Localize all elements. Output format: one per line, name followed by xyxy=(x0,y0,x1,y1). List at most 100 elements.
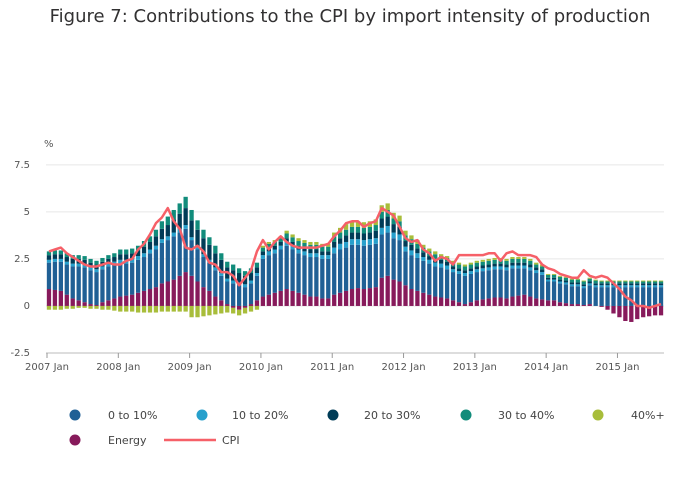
bar-segment xyxy=(456,271,462,274)
bar-segment xyxy=(284,241,289,246)
bar-segment xyxy=(195,249,200,282)
bar-segment xyxy=(260,258,266,297)
bar-segment xyxy=(213,253,218,268)
bar-segment xyxy=(201,305,206,317)
bar-segment xyxy=(254,305,260,310)
bar-segment xyxy=(231,283,236,306)
x-tick-label: 2007 Jan xyxy=(25,362,69,373)
bar-segment xyxy=(641,287,646,306)
bar-segment xyxy=(367,232,372,240)
bar-segment xyxy=(302,251,307,256)
bar-segment xyxy=(486,260,491,265)
bar-segment xyxy=(171,209,176,220)
bar-segment xyxy=(635,305,640,320)
bar-segment xyxy=(480,265,485,269)
bar-segment xyxy=(379,218,384,228)
bar-segment xyxy=(522,262,527,266)
bar-segment xyxy=(504,264,509,268)
bar-segment xyxy=(219,300,224,306)
bar-segment xyxy=(76,263,81,267)
bar-segment xyxy=(124,254,129,260)
bar-segment xyxy=(290,241,295,246)
bar-segment xyxy=(355,244,361,289)
bar-segment xyxy=(385,232,390,276)
bar-segment xyxy=(159,239,165,243)
bar-segment xyxy=(486,270,491,299)
bar-segment xyxy=(135,256,141,260)
x-tick-label: 2011 Jan xyxy=(310,362,354,373)
bar-segment xyxy=(130,305,135,312)
bar-segment xyxy=(326,251,331,256)
bar-segment xyxy=(124,249,129,255)
bar-segment xyxy=(581,288,586,306)
bar-segment xyxy=(522,258,527,263)
bar-segment xyxy=(658,280,664,282)
bar-segment xyxy=(498,269,503,298)
bar-segment xyxy=(468,273,474,303)
bar-segment xyxy=(658,283,664,286)
legend-label: Energy xyxy=(108,434,147,447)
x-tick-label: 2013 Jan xyxy=(453,362,497,373)
legend-item: 10 to 20% xyxy=(196,409,288,422)
legend-swatch xyxy=(69,409,81,421)
bar-segment xyxy=(486,298,491,306)
bar-segment xyxy=(575,284,580,287)
bar-segment xyxy=(522,265,527,269)
bar-segment xyxy=(355,226,361,233)
bar-segment xyxy=(534,273,539,299)
bar-segment xyxy=(296,241,301,246)
bar-segment xyxy=(94,269,99,273)
bar-segment xyxy=(260,245,266,248)
bar-segment xyxy=(290,234,295,238)
bar-segment xyxy=(635,285,640,288)
bar-segment xyxy=(260,247,266,252)
bar-segment xyxy=(397,234,402,241)
bar-segment xyxy=(46,255,52,260)
bar-segment xyxy=(201,254,206,258)
bar-segment xyxy=(510,262,515,266)
bar-segment xyxy=(551,277,557,280)
bar-segment xyxy=(343,229,349,236)
bar-segment xyxy=(444,269,450,299)
x-tick-label: 2009 Jan xyxy=(168,362,212,373)
bar-segment xyxy=(652,280,658,282)
bar-segment xyxy=(349,232,355,240)
bar-segment xyxy=(433,262,438,267)
bar-segment xyxy=(320,246,325,252)
bar-segment xyxy=(338,249,343,293)
bar-segment xyxy=(361,240,367,246)
bar-segment xyxy=(409,255,414,290)
bar-segment xyxy=(557,275,563,277)
bar-segment xyxy=(534,264,539,268)
bar-segment xyxy=(629,287,634,306)
bar-segment xyxy=(611,285,616,288)
bar-segment xyxy=(308,253,313,258)
bar-segment xyxy=(343,241,349,248)
bar-segment xyxy=(183,305,188,312)
bar-segment xyxy=(409,244,414,251)
legend-label: 20 to 30% xyxy=(364,409,420,422)
bar-segment xyxy=(540,299,545,306)
bar-segment xyxy=(373,243,378,288)
bar-segment xyxy=(403,285,408,306)
bar-segment xyxy=(516,265,521,269)
bar-segment xyxy=(349,289,355,306)
bar-segment xyxy=(242,307,248,314)
bar-segment xyxy=(106,305,111,310)
bar-segment xyxy=(391,279,396,306)
bar-segment xyxy=(94,305,99,306)
bar-segment xyxy=(189,240,194,276)
bar-segment xyxy=(480,299,485,306)
bar-segment xyxy=(225,261,230,268)
bar-segment xyxy=(302,242,307,248)
bar-segment xyxy=(575,304,580,306)
bar-segment xyxy=(641,305,646,318)
bar-segment xyxy=(219,253,224,260)
bar-segment xyxy=(427,294,432,306)
bar-segment xyxy=(254,275,260,301)
bar-segment xyxy=(391,232,396,239)
bar-segment xyxy=(201,257,206,288)
bar-segment xyxy=(557,302,563,306)
bar-segment xyxy=(254,262,260,268)
bar-segment xyxy=(545,273,551,275)
